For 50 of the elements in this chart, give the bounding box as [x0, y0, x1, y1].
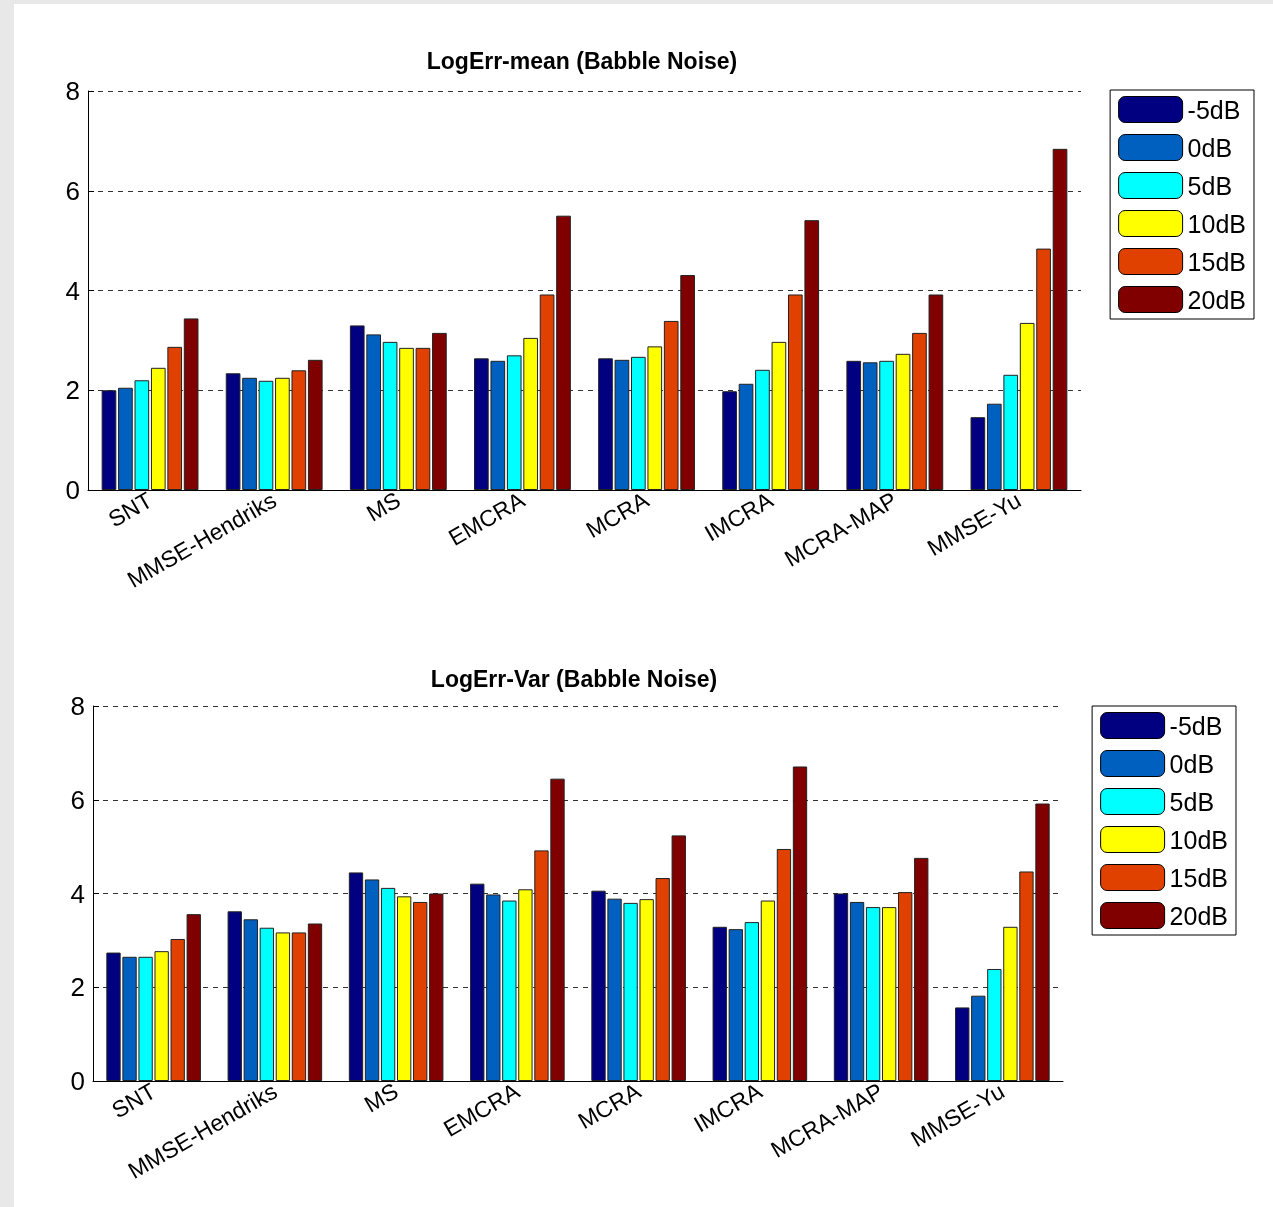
bar [291, 932, 307, 1081]
bar [307, 359, 323, 490]
legend-label: -5dB [1169, 711, 1223, 740]
x-tick-label: MS [359, 1077, 403, 1118]
y-tick-label: 6 [70, 784, 85, 815]
bar [846, 360, 862, 490]
legend-label: 10dB [1169, 825, 1228, 854]
y-tick-label: 4 [65, 275, 80, 306]
y-tick-label: 8 [65, 76, 80, 106]
y-tick-label: 2 [70, 972, 85, 1003]
bar [380, 887, 396, 1081]
bar [970, 417, 986, 490]
bar [101, 390, 117, 490]
bar [259, 927, 275, 1081]
y-tick-label: 8 [70, 691, 85, 721]
chart-title: LogErr-mean (Babble Noise) [426, 47, 738, 74]
legend-label: 0dB [1169, 749, 1215, 778]
bar [849, 901, 865, 1081]
bar [792, 766, 808, 1081]
legend-label: 20dB [1187, 285, 1246, 314]
legend-label: 20dB [1169, 901, 1228, 930]
bar [760, 900, 776, 1081]
legend-label: 10dB [1187, 209, 1246, 238]
legend-label: 5dB [1169, 787, 1215, 816]
bar [396, 896, 412, 1081]
y-tick-label: 6 [65, 175, 80, 206]
legend-label: 5dB [1187, 171, 1233, 200]
bar [183, 318, 199, 490]
bar [722, 391, 737, 490]
bar [432, 332, 447, 490]
bar [364, 879, 380, 1081]
legend-label: 15dB [1169, 863, 1228, 892]
x-tick-label: MS [361, 486, 405, 527]
legend-label: -5dB [1187, 95, 1241, 124]
y-tick-label: 0 [65, 475, 80, 505]
y-tick-label: 2 [65, 375, 80, 406]
legend-label: 0dB [1187, 133, 1233, 162]
chart-title: LogErr-Var (Babble Noise) [430, 665, 718, 692]
bar [881, 907, 897, 1081]
bar [307, 923, 323, 1081]
bar [348, 872, 364, 1081]
bar [833, 893, 849, 1081]
bar [865, 907, 881, 1081]
bar [1052, 148, 1068, 490]
y-tick-label: 4 [70, 878, 85, 909]
bar [744, 922, 760, 1081]
legend-label: 15dB [1187, 247, 1246, 276]
bar [776, 848, 792, 1081]
y-tick-label: 0 [70, 1066, 85, 1096]
bar [275, 932, 291, 1081]
